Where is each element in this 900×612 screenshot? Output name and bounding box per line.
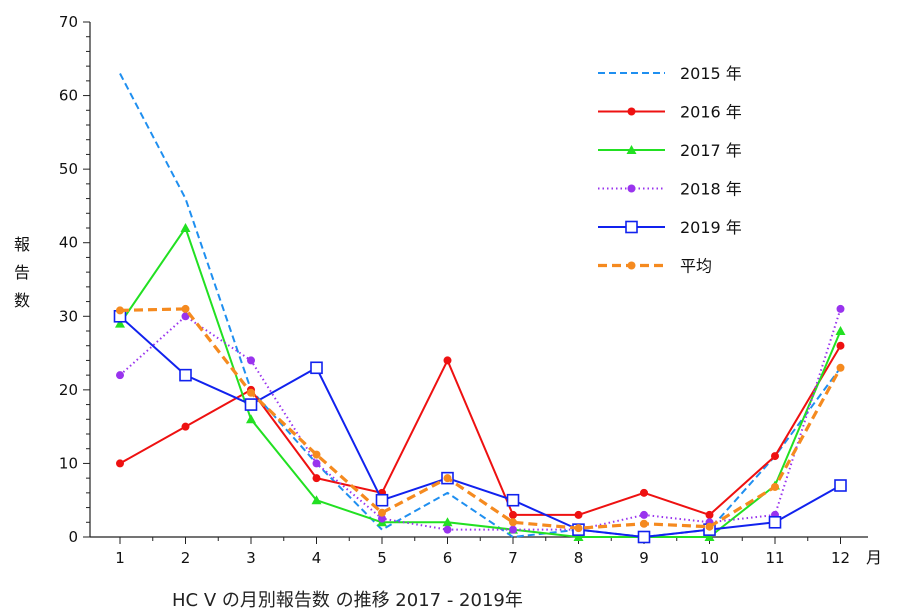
data-point (625, 220, 638, 234)
y-tick-label: 30 (59, 307, 78, 325)
data-point (247, 388, 255, 397)
data-point (180, 223, 191, 232)
data-point (179, 368, 192, 382)
data-point (509, 525, 517, 534)
data-point (640, 510, 648, 519)
data-point (443, 474, 452, 483)
y-tick-label: 0 (68, 528, 78, 546)
x-tick-label: 12 (831, 549, 850, 567)
legend-label: 2016 年 (680, 103, 742, 122)
y-axis-label-char: 数 (14, 291, 30, 310)
data-point (836, 304, 845, 313)
series-line (119, 307, 842, 530)
x-tick-label: 11 (765, 549, 784, 567)
data-point (574, 510, 583, 519)
series-line (119, 308, 842, 531)
data-point (836, 341, 845, 350)
data-point (705, 510, 714, 519)
data-point (312, 474, 321, 483)
legend: 2015 年 2016 年 2017 年 2018 年 2019 年平均 (598, 64, 742, 276)
series-line (119, 315, 841, 538)
y-tick-label: 10 (59, 454, 78, 472)
series-5 (113, 309, 847, 544)
x-tick-label: 1 (115, 549, 125, 567)
data-point (834, 479, 847, 492)
y-axis-label-char: 告 (14, 263, 30, 282)
data-point (627, 107, 636, 116)
data-point (181, 422, 190, 431)
data-point (116, 306, 124, 315)
x-tick-label: 2 (181, 549, 191, 567)
x-tick-label: 6 (443, 549, 453, 567)
data-point (640, 519, 648, 528)
data-point (378, 508, 386, 517)
data-point (835, 326, 846, 335)
data-point (443, 525, 452, 534)
data-point (509, 510, 517, 519)
series-6 (116, 304, 845, 533)
x-tick-label: 5 (377, 549, 387, 567)
legend-label: 2017 年 (680, 141, 742, 160)
x-tick-label: 8 (574, 549, 584, 567)
y-tick-label: 40 (59, 234, 78, 252)
legend-label: 2015 年 (680, 64, 742, 83)
data-point (771, 452, 779, 461)
data-point (312, 450, 321, 459)
data-point (181, 304, 190, 313)
series-line (119, 73, 842, 538)
data-point (181, 312, 190, 321)
x-tick-label: 10 (700, 549, 719, 567)
data-point (627, 184, 636, 193)
data-point (574, 524, 583, 533)
y-axis-label-char: 報 (14, 235, 30, 254)
data-point (771, 482, 779, 491)
data-point (637, 530, 651, 544)
y-tick-label: 70 (59, 13, 78, 31)
series-2 (116, 341, 845, 519)
data-point (247, 356, 255, 365)
data-point (244, 398, 258, 411)
data-point (442, 517, 453, 527)
data-point (375, 493, 389, 507)
data-point (768, 515, 782, 529)
data-point (704, 532, 715, 541)
data-point (312, 459, 321, 468)
x-tick-label: 4 (312, 549, 322, 567)
series-line (119, 345, 842, 516)
x-tick-label: 7 (508, 549, 518, 567)
legend-label: 平均 (680, 257, 712, 276)
figure-caption: HC V の月別報告数 の推移 2017 - 2019年 (172, 590, 523, 611)
data-point (509, 518, 517, 527)
series-3 (115, 223, 846, 541)
legend-label: 2018 年 (680, 180, 742, 199)
data-point (573, 532, 584, 541)
x-tick-label: 3 (246, 549, 256, 567)
y-tick-label: 20 (59, 381, 78, 399)
series-line (119, 227, 842, 538)
data-point (115, 318, 125, 328)
data-point (640, 488, 648, 497)
series-layer (113, 73, 847, 544)
data-point (116, 371, 124, 380)
y-tick-label: 50 (59, 160, 78, 178)
data-point (311, 495, 322, 505)
legend-label: 2019 年 (680, 218, 742, 237)
data-point (627, 261, 636, 270)
data-point (116, 459, 124, 468)
data-point (836, 363, 845, 372)
data-point (705, 522, 714, 531)
x-tick-label: 9 (639, 549, 649, 567)
data-point (443, 356, 452, 365)
data-point (506, 493, 520, 507)
x-axis-label: 月 (866, 548, 882, 567)
data-point (626, 145, 637, 154)
data-point (246, 414, 256, 424)
data-point (310, 361, 323, 375)
data-point (378, 514, 386, 523)
y-tick-label: 60 (59, 87, 78, 105)
series-1 (119, 73, 842, 538)
series-4 (116, 304, 845, 534)
